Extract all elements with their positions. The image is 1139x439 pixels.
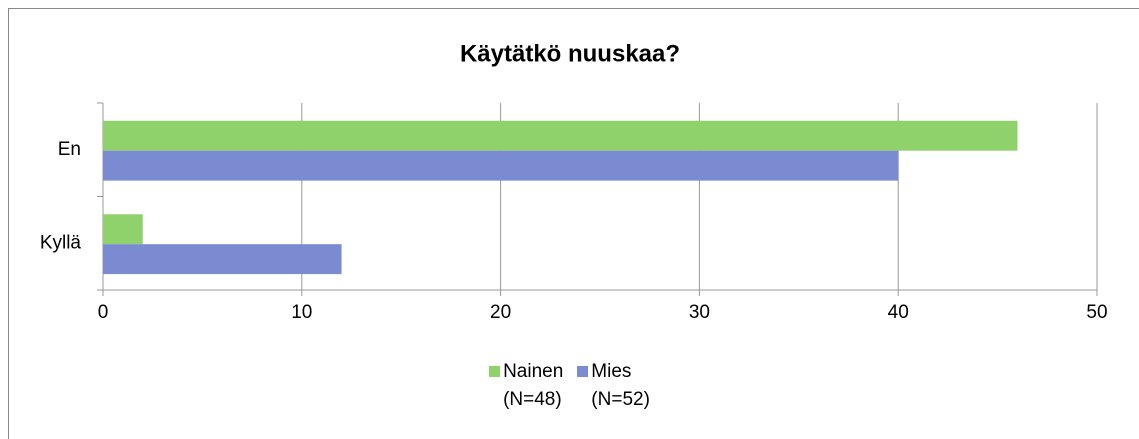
bar: [103, 244, 342, 275]
x-tick-label: 0: [98, 302, 109, 323]
x-tick-label: 40: [888, 302, 909, 323]
legend-swatch: [577, 366, 589, 377]
legend-label: Nainen (N=48): [503, 361, 564, 410]
bar: [103, 214, 143, 245]
y-tick-label: En: [58, 139, 81, 160]
bar: [103, 150, 899, 181]
legend: Nainen (N=48) Mies (N=52): [0, 360, 1139, 414]
legend-item: Mies (N=52): [577, 360, 650, 414]
y-tick-label: Kyllä: [40, 232, 82, 253]
x-tick-label: 30: [689, 302, 710, 323]
x-tick-label: 20: [490, 302, 511, 323]
legend-label: Mies (N=52): [591, 361, 650, 410]
chart-frame: [8, 8, 1139, 439]
chart-title: Käytätkö nuuskaa?: [460, 40, 680, 67]
legend-item: Nainen (N=48): [489, 360, 563, 414]
x-tick-label: 50: [1086, 302, 1107, 323]
x-tick-label: 10: [291, 302, 312, 323]
legend-swatch: [489, 366, 501, 377]
bar: [103, 120, 1018, 151]
